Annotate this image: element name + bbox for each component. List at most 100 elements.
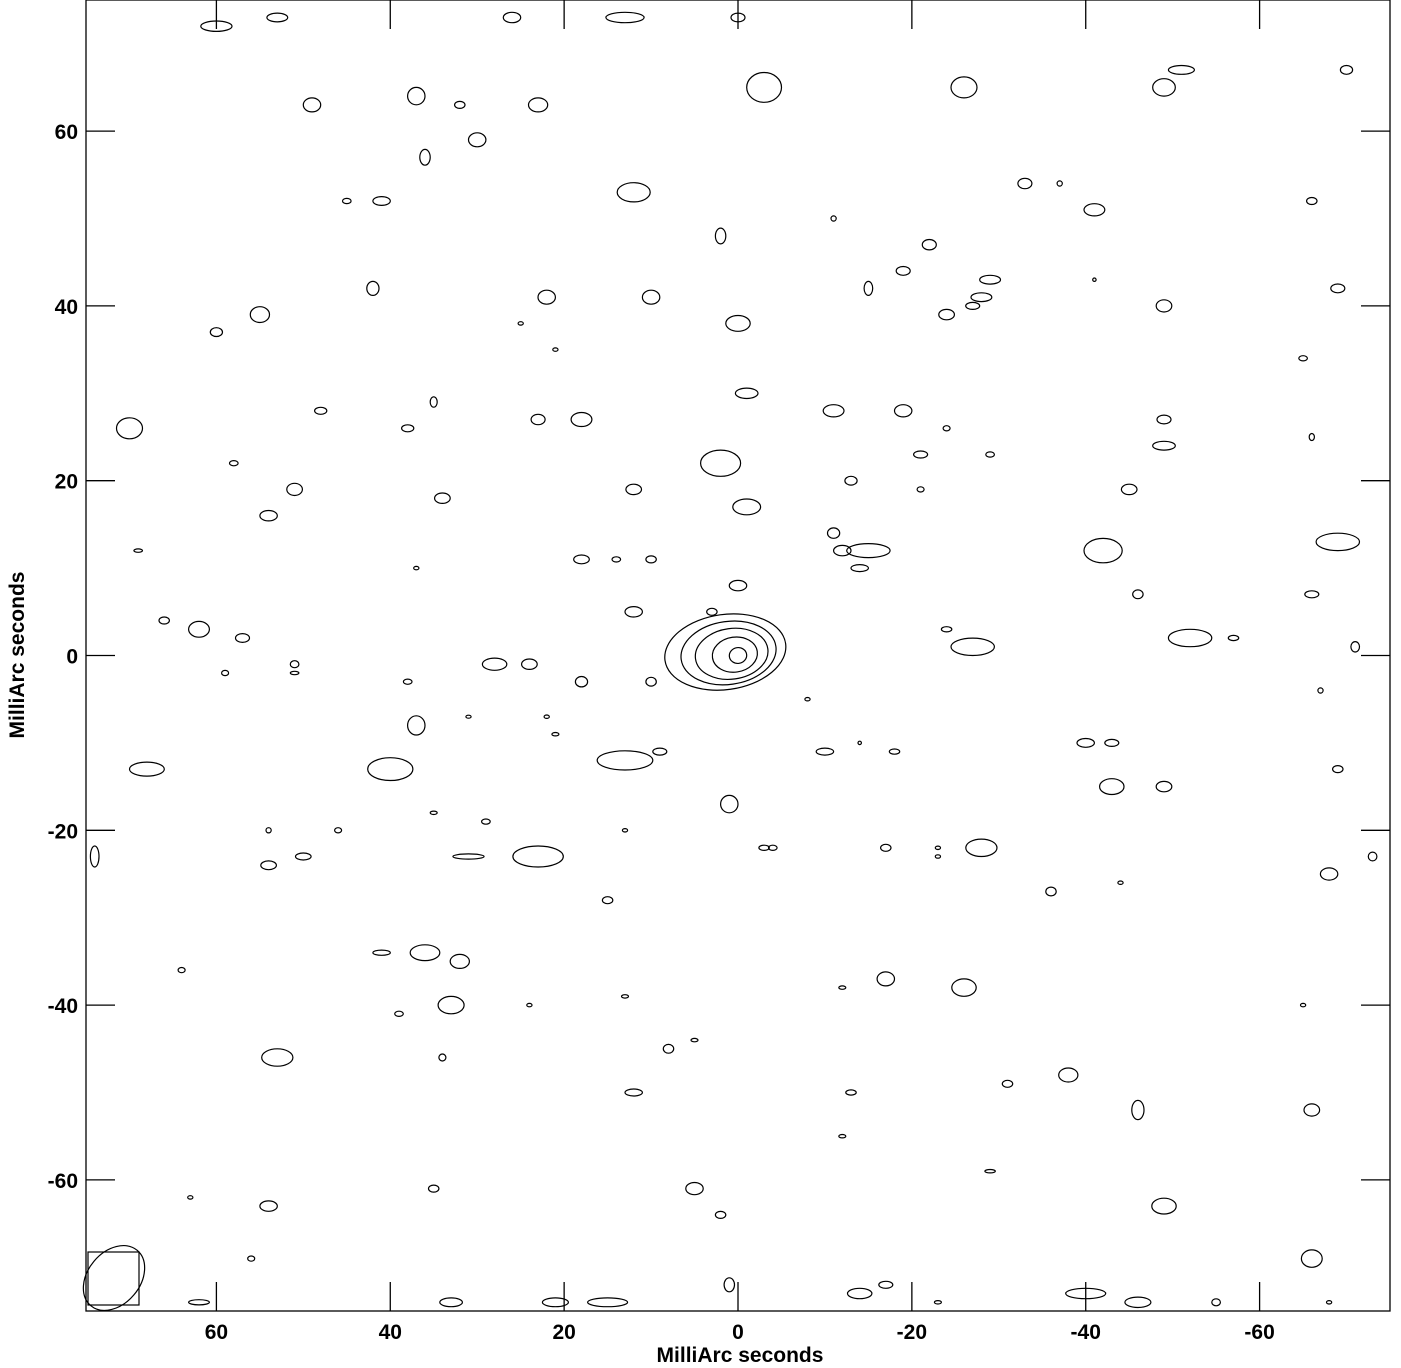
noise-contour [940,626,953,633]
noise-contour [552,347,559,352]
noise-contour [942,425,951,432]
noise-contour [690,1037,699,1043]
noise-contour [826,527,841,539]
noise-contour [1099,778,1125,796]
noise-contour [188,1299,211,1306]
noise-contour [921,238,937,251]
beam-frame [87,1251,140,1306]
noise-contour [1132,589,1144,600]
beam-box [82,1245,146,1311]
noise-contour [846,1287,873,1300]
noise-contour [652,747,668,756]
noise-contour [1155,780,1173,793]
noise-contour [1120,483,1138,496]
noise-contour [876,971,896,987]
noise-contour [970,292,993,303]
noise-contour [645,555,657,564]
noise-contour [537,289,556,305]
noise-contour [429,810,438,816]
noise-contour [714,227,727,245]
noise-contour [294,852,312,861]
noise-contour [366,280,380,296]
noise-contour [965,301,981,310]
x-tick-label: -60 [1244,1321,1274,1344]
core-contour [711,636,758,673]
noise-contour [767,844,778,852]
noise-contour [1330,283,1346,294]
noise-contour [541,1297,570,1308]
noise-contour [1325,1300,1333,1305]
noise-contour [1227,634,1240,642]
noise-contour [259,509,278,522]
noise-contour [605,11,645,24]
noise-contour [1317,687,1324,694]
noise-contour [933,1300,943,1305]
noise-contour [662,1043,675,1054]
noise-contour [879,843,892,852]
noise-contour [1298,355,1308,362]
noise-contour [409,944,441,962]
noise-contour [830,215,837,222]
noise-contour [406,715,426,736]
noise-contour [934,845,942,851]
noise-contour [1211,1298,1221,1307]
core-contour [694,627,769,680]
noise-contour [481,657,508,671]
noise-contour [573,554,590,565]
noise-contour [89,845,100,868]
noise-contour [502,11,522,24]
noise-contour [1045,886,1057,897]
core-contour [680,620,777,686]
noise-contour [746,71,783,103]
noise-contour [912,450,929,459]
noise-contour [517,321,524,326]
y-tick-label: -60 [48,1170,78,1193]
noise-contour [758,844,770,852]
noise-contour [596,750,654,771]
noise-contour [938,308,955,321]
noise-contour [1092,277,1097,283]
noise-contour [1339,64,1354,75]
beam-ellipse [82,1245,146,1311]
core-contour [664,613,787,691]
y-tick-label: 60 [55,121,78,144]
noise-contour [1300,1249,1323,1268]
noise-contour [725,314,751,332]
noise-contour [372,949,391,956]
noise-contour [521,658,538,670]
noise-contour [734,387,759,400]
noise-contour [265,827,272,834]
core-contour-layer [664,613,787,691]
noise-contour [732,498,762,516]
noise-contour [266,12,289,23]
noise-contour [934,854,942,859]
noise-contour [427,1184,440,1193]
noise-contour [1083,203,1106,217]
noise-contour [625,483,643,496]
noise-contour [979,274,1002,285]
noise-contour [621,827,629,833]
y-tick-label: 40 [55,296,78,319]
noise-contour [616,182,651,203]
noise-contour [916,486,925,493]
noise-contour [844,475,858,486]
noise-contour [209,327,224,338]
noise-contour [187,1195,194,1200]
noise-contour [624,1088,643,1097]
noise-contour [1001,1079,1014,1088]
noise-contour [985,451,995,458]
noise-contour [1117,880,1124,886]
noise-contour [259,1200,278,1212]
noise-contour [1350,640,1361,653]
noise-contour [728,579,748,592]
noise-contour [1124,1296,1152,1309]
noise-contour [467,132,487,148]
noise-contour [437,995,465,1015]
noise-contour [530,413,546,426]
noise-contour [1308,432,1316,442]
noise-contour [950,76,978,99]
noise-contour [1131,1099,1145,1121]
noise-contour [888,748,901,755]
noise-contour [895,265,911,276]
noise-contour [570,411,593,428]
